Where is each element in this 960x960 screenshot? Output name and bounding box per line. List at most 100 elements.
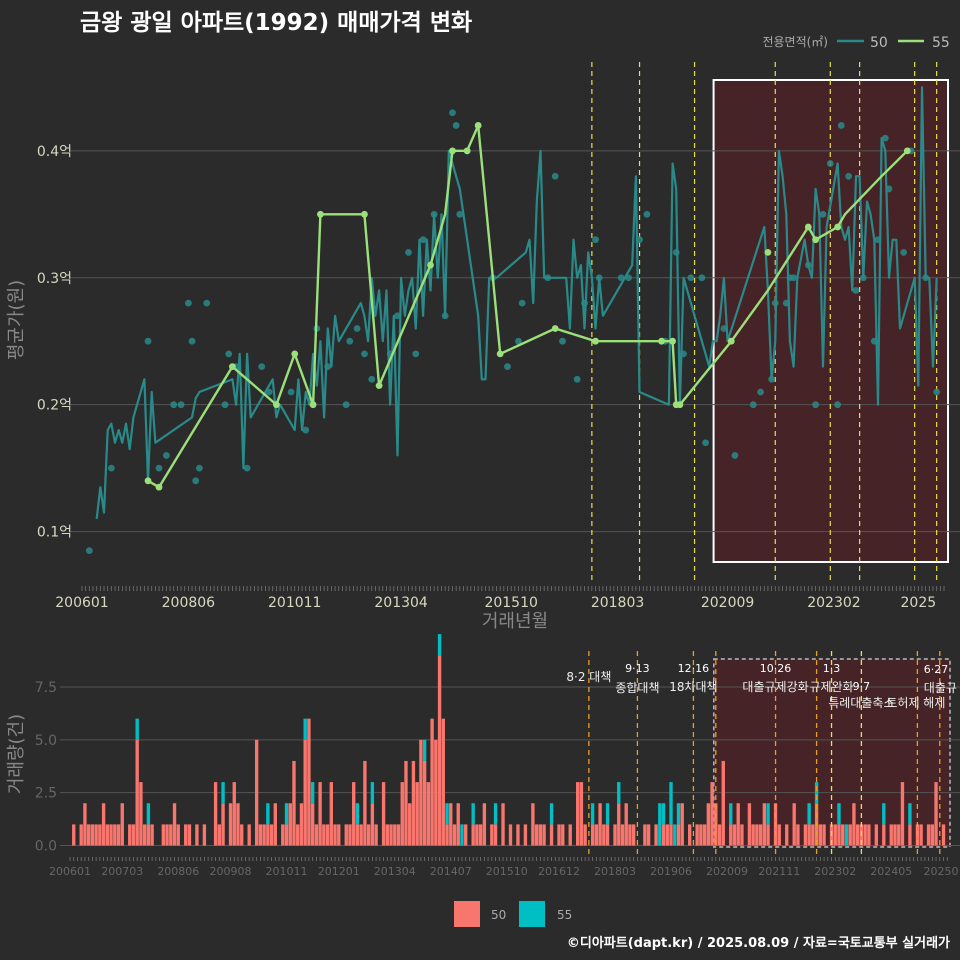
series-50-point [698, 274, 706, 282]
series-50-point [170, 401, 178, 409]
series-55-bar [422, 739, 427, 761]
y-tick-label: 0.0 [35, 839, 57, 855]
series-50-bar [72, 824, 76, 846]
series-50-bar [258, 824, 263, 846]
series-50-point [394, 312, 401, 320]
series-50-bar [531, 803, 535, 846]
series-50-point [405, 248, 412, 256]
x-tick-label: 20250 [924, 865, 959, 878]
series-50-bar [213, 782, 218, 846]
x-tick-label: 202405 [870, 865, 912, 878]
series-50-bar [434, 739, 438, 846]
legend-swatch-50-bar [454, 901, 480, 927]
series-55-point [764, 248, 772, 256]
series-50-bar [393, 824, 397, 846]
series-50-bar [721, 760, 725, 846]
series-50-bar [195, 824, 199, 846]
series-50-bar [766, 824, 770, 846]
series-50-bar [240, 824, 244, 846]
series-50-bar [426, 782, 431, 846]
series-50-point [368, 375, 376, 383]
series-55-point [317, 210, 324, 218]
series-50-bar [404, 760, 408, 846]
series-55-bar [284, 803, 289, 825]
series-50-point [790, 274, 798, 282]
series-50-bar [396, 824, 401, 846]
series-55-bar [844, 824, 849, 846]
series-50-bar [120, 803, 124, 846]
series-55-bar [617, 782, 621, 804]
series-50-bar [464, 824, 468, 846]
series-50-point [870, 337, 878, 345]
series-50-bar [620, 824, 625, 846]
legend-swatch-55-bar [519, 901, 545, 927]
series-50-bar [557, 824, 561, 846]
series-50-bar [165, 824, 169, 846]
series-50-bar [452, 824, 457, 846]
series-50-bar [348, 824, 352, 846]
series-55-bar [549, 803, 554, 825]
series-50-point [819, 210, 827, 218]
x-tick-label: 201011 [268, 595, 321, 611]
volume-chart: 0.0 2.5 5.0 7.5 거래량(건) 8·2 대책 9·13 종합대책 12·16 18차… [6, 634, 960, 878]
series-50-bar [269, 824, 274, 846]
legend-label-50: 50 [870, 35, 888, 51]
x-tick-label: 201011 [266, 865, 308, 878]
series-50-bar [94, 824, 98, 846]
series-50-bar [139, 782, 143, 846]
series-50-bar [437, 655, 442, 846]
series-50-bar [561, 824, 565, 846]
series-50-bar [706, 803, 711, 846]
series-50-point [258, 363, 266, 370]
series-50-bar [363, 760, 367, 846]
series-50-bar [475, 824, 479, 846]
series-55-bar [661, 803, 666, 825]
series-50-bar [471, 824, 475, 846]
series-50-point [85, 547, 93, 555]
series-50-bar [926, 824, 931, 846]
series-50-point [826, 160, 834, 167]
series-55-point [551, 325, 559, 332]
series-50-point [441, 312, 449, 320]
chart-title: 금왕 광일 아파트(1992) 매매가격 변화 [80, 10, 472, 36]
y-axis-title: 거래량(건) [6, 714, 27, 794]
series-55-point [427, 261, 434, 269]
series-55-bar [135, 718, 139, 740]
series-50-point [672, 248, 680, 256]
series-50-bar [699, 824, 703, 846]
series-50-bar [695, 824, 699, 846]
series-50-bar [919, 824, 923, 846]
series-50-point [680, 350, 687, 358]
series-55-bar [146, 803, 151, 825]
series-50-point [144, 337, 152, 345]
series-50-point [885, 185, 893, 193]
y-tick-label: 5.0 [35, 733, 57, 749]
y-tick-label: 0.4억 [37, 144, 72, 160]
series-50-bar [747, 803, 752, 846]
series-55-bar [437, 634, 442, 656]
series-55-bar [303, 718, 307, 740]
series-55-point [449, 147, 456, 155]
series-50-bar [400, 782, 404, 846]
series-50-bar [284, 824, 289, 846]
series-55-bar [658, 803, 662, 846]
policy-event-label: 규제완화 [809, 680, 853, 694]
x-tick-label: 2025 [901, 595, 937, 611]
series-50-bar [837, 824, 841, 846]
series-50-bar [822, 824, 826, 846]
series-50-point [837, 122, 845, 129]
series-50-point [544, 274, 552, 282]
series-50-bar [370, 803, 375, 846]
bottom-legend: 50 55 [454, 901, 572, 927]
series-50-point [184, 299, 192, 307]
series-50-bar [236, 803, 240, 846]
series-50-bar [934, 782, 938, 846]
series-50-bar [579, 782, 584, 846]
x-tick-label: 200908 [210, 865, 252, 878]
series-55-bar [266, 803, 270, 825]
policy-date-label: 12·16 [678, 662, 710, 675]
series-50-bar [755, 824, 759, 846]
series-50-bar [893, 824, 897, 846]
series-50-bar [352, 782, 356, 846]
series-50-point [720, 325, 728, 332]
